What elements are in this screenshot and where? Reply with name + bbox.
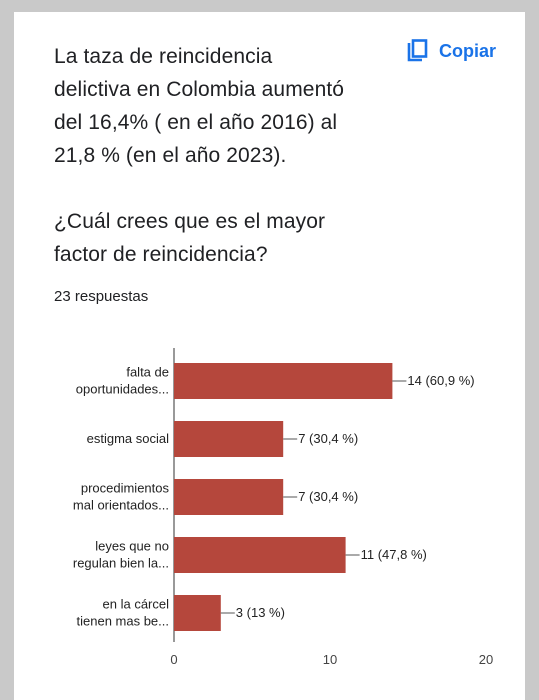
response-count: 23 respuestas [54,288,149,305]
value-label: 7 (30,4 %) [298,431,358,446]
response-summary-card: La taza de reincidencia delictiva en Col… [14,12,525,700]
bar [174,421,284,457]
x-tick-label: 20 [479,652,493,667]
question-line: factor de reincidencia? [54,243,268,266]
bar [174,479,284,515]
question-line: 21,8 % (en el año 2023). [54,144,287,167]
bar-chart: 14 (60,9 %) falta de oportunidades... 7 (30… [73,348,493,667]
bar [174,363,393,399]
bar [174,537,346,573]
bar [174,595,221,631]
question-title: La taza de reincidencia delictiva en Col… [54,40,394,271]
category-label: leyes que no regulan bien la... [73,539,169,571]
question-line: ¿Cuál crees que es el mayor [54,210,326,233]
question-line: delictiva en Colombia aumentó [54,78,345,101]
value-label: 7 (30,4 %) [298,489,358,504]
category-label: falta de oportunidades... [76,365,169,397]
x-tick-label: 10 [323,652,337,667]
copy-icon [407,39,428,62]
category-label: procedimientos mal orientados... [73,481,170,513]
question-line: del 16,4% ( en el año 2016) al [54,111,338,134]
value-label: 3 (13 %) [236,605,285,620]
value-label: 14 (60,9 %) [407,373,474,388]
question-blank-line [54,172,394,205]
category-label: en la cárcel tienen mas be... [77,597,170,629]
category-label: estigma social [87,431,169,446]
x-tick-label: 0 [170,652,177,667]
question-line: La taza de reincidencia [54,45,273,68]
copy-label: Copiar [439,40,497,61]
copy-button[interactable]: Copiar [407,39,496,63]
value-label: 11 (47,8 %) [361,547,427,562]
